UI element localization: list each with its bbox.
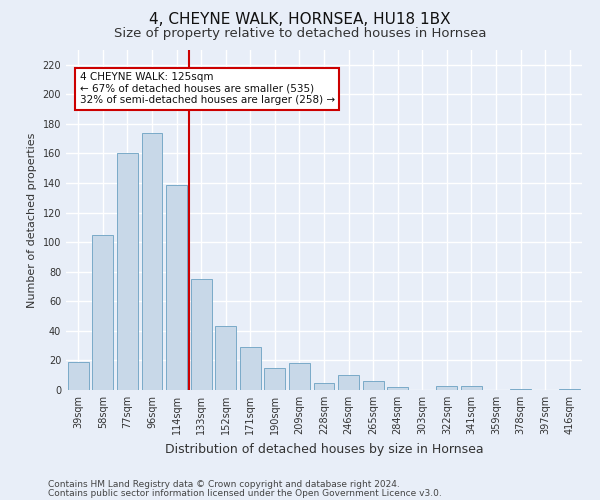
Text: Size of property relative to detached houses in Hornsea: Size of property relative to detached ho… <box>114 28 486 40</box>
Bar <box>461 386 482 390</box>
Bar <box>314 382 334 390</box>
Bar <box>338 375 359 390</box>
Bar <box>362 381 383 390</box>
Bar <box>68 362 89 390</box>
Bar <box>289 364 310 390</box>
X-axis label: Distribution of detached houses by size in Hornsea: Distribution of detached houses by size … <box>164 442 484 456</box>
Text: 4, CHEYNE WALK, HORNSEA, HU18 1BX: 4, CHEYNE WALK, HORNSEA, HU18 1BX <box>149 12 451 28</box>
Bar <box>166 184 187 390</box>
Bar <box>92 235 113 390</box>
Bar <box>387 387 408 390</box>
Bar <box>240 347 261 390</box>
Bar <box>436 386 457 390</box>
Y-axis label: Number of detached properties: Number of detached properties <box>27 132 37 308</box>
Bar <box>559 388 580 390</box>
Bar <box>117 154 138 390</box>
Bar <box>142 133 163 390</box>
Text: 4 CHEYNE WALK: 125sqm
← 67% of detached houses are smaller (535)
32% of semi-det: 4 CHEYNE WALK: 125sqm ← 67% of detached … <box>80 72 335 106</box>
Bar <box>510 388 531 390</box>
Bar <box>215 326 236 390</box>
Bar <box>191 279 212 390</box>
Text: Contains public sector information licensed under the Open Government Licence v3: Contains public sector information licen… <box>48 488 442 498</box>
Text: Contains HM Land Registry data © Crown copyright and database right 2024.: Contains HM Land Registry data © Crown c… <box>48 480 400 489</box>
Bar <box>265 368 286 390</box>
